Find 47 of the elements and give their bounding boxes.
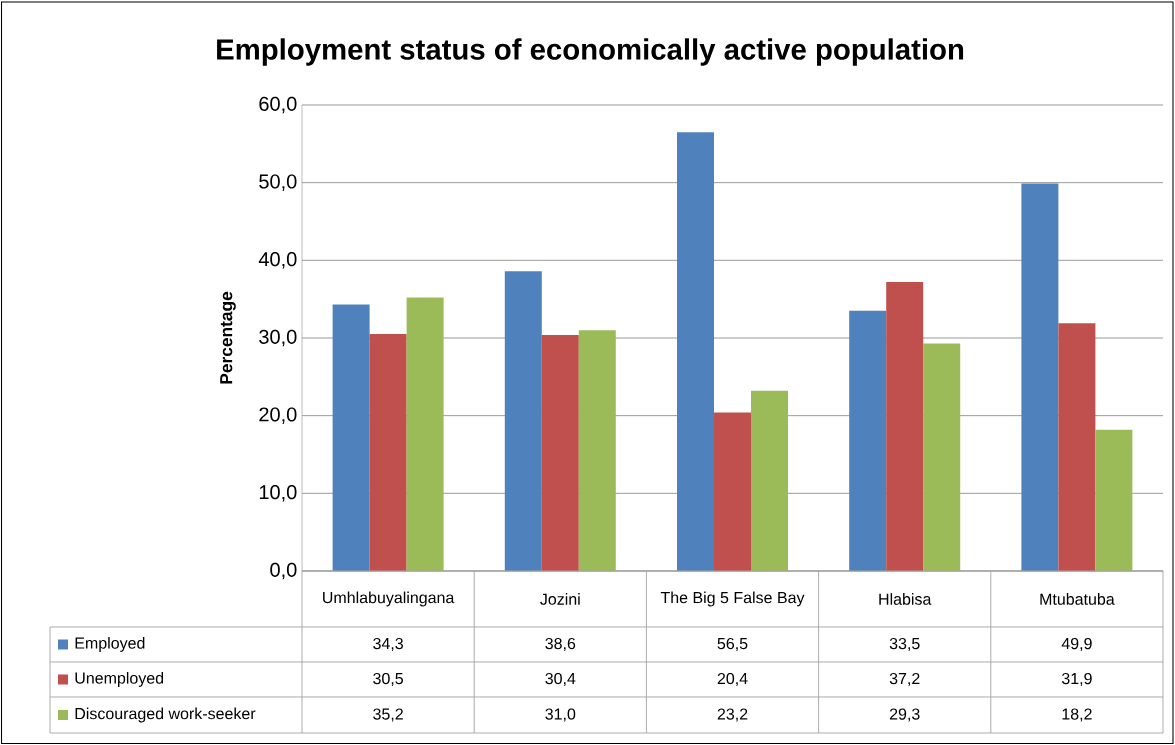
data-label: 49,9 bbox=[1061, 637, 1092, 652]
legend-label: Employed bbox=[75, 637, 145, 652]
legend-label: Unemployed bbox=[75, 672, 164, 687]
bar bbox=[578, 330, 616, 571]
data-label: 37,2 bbox=[889, 672, 920, 687]
data-label: 56,5 bbox=[717, 637, 748, 652]
bar bbox=[1095, 429, 1133, 571]
x-tick-label: Mtubatuba bbox=[1040, 593, 1115, 605]
y-tick-label: 40,0 bbox=[258, 252, 297, 269]
data-label: 20,4 bbox=[717, 672, 748, 687]
data-label: 38,6 bbox=[545, 637, 576, 652]
data-label: 18,2 bbox=[1062, 708, 1092, 722]
x-tick-label: Hlabisa bbox=[879, 593, 932, 605]
legend-label: Discouraged work-seeker bbox=[75, 707, 256, 723]
data-label: 35,2 bbox=[373, 708, 403, 722]
y-tick-label: 30,0 bbox=[259, 329, 297, 347]
data-label: 33,5 bbox=[889, 637, 920, 652]
bar bbox=[332, 304, 370, 571]
bar bbox=[504, 271, 542, 571]
bar bbox=[1021, 183, 1059, 571]
y-tick-label: 60,0 bbox=[259, 96, 297, 114]
data-label: 31,9 bbox=[1061, 672, 1092, 687]
x-tick-label: Umhlabuyalingana bbox=[323, 591, 455, 607]
data-label: 29,3 bbox=[889, 708, 920, 722]
y-tick-label: 20,0 bbox=[259, 407, 297, 424]
y-axis-title: Percentage bbox=[220, 291, 236, 384]
bar bbox=[751, 390, 788, 571]
bar bbox=[406, 297, 444, 571]
bar bbox=[369, 334, 407, 571]
x-tick-label: The Big 5 False Bay bbox=[660, 591, 805, 607]
data-label: 23,2 bbox=[717, 708, 748, 722]
y-tick-label: 0,0 bbox=[270, 562, 297, 580]
y-tick-label: 10,0 bbox=[259, 485, 297, 502]
bar bbox=[886, 282, 924, 571]
bar bbox=[1058, 323, 1096, 571]
data-label: 30,5 bbox=[373, 672, 403, 687]
data-label: 34,3 bbox=[373, 637, 403, 652]
bar bbox=[849, 310, 887, 571]
bar bbox=[923, 343, 961, 571]
bar bbox=[677, 132, 714, 571]
data-label: 31,0 bbox=[545, 708, 576, 722]
y-tick-label: 50,0 bbox=[259, 174, 297, 191]
bar bbox=[714, 412, 751, 571]
data-label: 30,4 bbox=[545, 672, 576, 687]
chart-title: Employment status of economically active population bbox=[217, 38, 964, 66]
x-tick-label: Jozini bbox=[540, 593, 580, 605]
bar bbox=[541, 334, 579, 571]
